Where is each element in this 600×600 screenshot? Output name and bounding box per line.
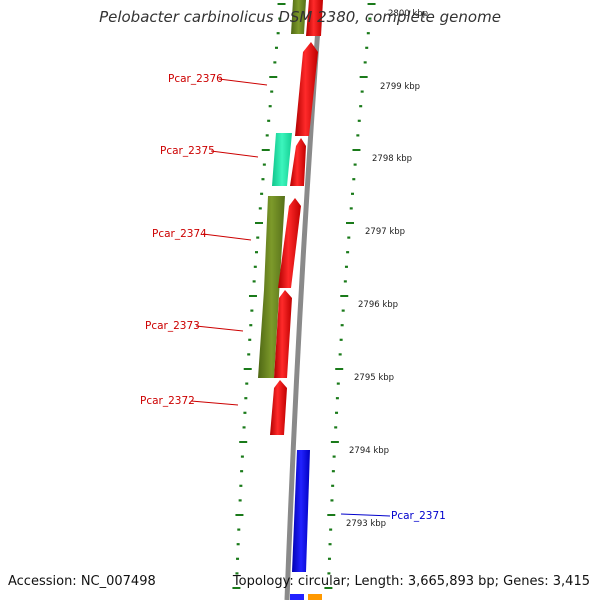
gene-label-pcar-2375[interactable]: Pcar_2375 — [160, 145, 215, 157]
gene-pcar-2375-fwd[interactable] — [290, 138, 306, 186]
ruler-label-2797: 2797 kbp — [365, 227, 405, 237]
gene-pcar-2371[interactable] — [292, 450, 310, 572]
gene-leader-lines — [190, 78, 391, 517]
gene-blue-bottom[interactable] — [290, 594, 304, 600]
gene-label-pcar-2372[interactable]: Pcar_2372 — [140, 395, 195, 407]
ruler-label-2796: 2796 kbp — [358, 300, 398, 310]
gene-label-pcar-2376[interactable]: Pcar_2376 — [168, 73, 223, 85]
ruler-label-2799: 2799 kbp — [380, 82, 420, 92]
gene-olive-top[interactable] — [291, 0, 306, 34]
outer-tick-ring — [232, 3, 286, 589]
inner-tick-ring — [324, 3, 376, 589]
gene-pcar-2372[interactable] — [270, 380, 287, 435]
gene-label-pcar-2373[interactable]: Pcar_2373 — [145, 320, 200, 332]
gene-pcar-2375[interactable] — [272, 133, 292, 186]
gene-label-pcar-2371[interactable]: Pcar_2371 — [391, 510, 446, 522]
ruler-label-2794: 2794 kbp — [349, 446, 389, 456]
gene-orange-bottom[interactable] — [308, 594, 322, 600]
gene-red-top[interactable] — [306, 0, 323, 36]
ruler-label-2798: 2798 kbp — [372, 154, 412, 164]
accession-text: Accession: NC_007498 — [8, 574, 156, 589]
genome-summary-text: Topology: circular; Length: 3,665,893 bp… — [232, 574, 590, 589]
gene-label-pcar-2374[interactable]: Pcar_2374 — [152, 228, 207, 240]
gene-pcar-2376[interactable] — [295, 42, 318, 136]
ruler-label-2793: 2793 kbp — [346, 519, 386, 529]
gene-pcar-2374[interactable] — [258, 196, 285, 378]
ruler-label-2800: 2800 kbp — [388, 9, 428, 19]
map-title: Pelobacter carbinolicus DSM 2380, comple… — [99, 8, 501, 26]
gene-pcar-2374-fwd[interactable] — [278, 198, 301, 288]
gene-pcar-2373[interactable] — [274, 290, 292, 378]
ruler-label-2795: 2795 kbp — [354, 373, 394, 383]
